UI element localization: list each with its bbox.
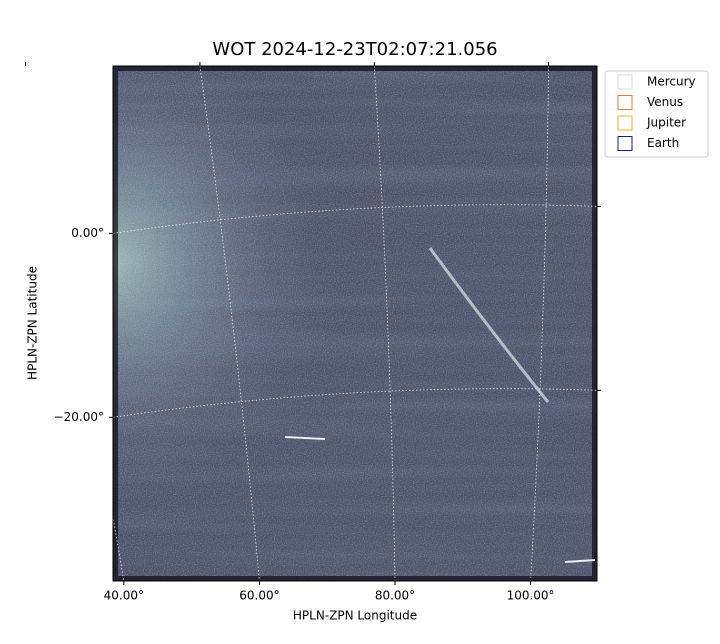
x-tick-label: 80.00° [375, 589, 415, 603]
image [113, 66, 597, 581]
y-axis-label: HPLN-ZPN Latitude [26, 266, 40, 380]
legend-label: Jupiter [646, 116, 686, 130]
plot-frame [112, 65, 598, 582]
y-tick-label: 0.00° [71, 226, 104, 240]
legend-label: Earth [647, 136, 679, 150]
grid-line [530, 66, 550, 581]
legend-frame [604, 70, 709, 158]
legend-swatch [617, 115, 633, 131]
grid-line [113, 515, 125, 581]
short-streak [564, 559, 596, 563]
image-noise [113, 66, 597, 581]
legend-swatch [617, 136, 633, 151]
legend: Mercury Venus Jupiter Earth [604, 70, 709, 158]
legend-swatch [617, 74, 633, 90]
chart-title: WOT 2024-12-23T02:07:21.056 [212, 39, 497, 60]
grid-line [199, 66, 260, 581]
legend-label: Venus [647, 95, 683, 109]
legend-swatch [617, 95, 633, 110]
legend-label: Mercury [647, 75, 696, 89]
grid-line [113, 388, 597, 418]
grid [113, 66, 597, 581]
grid-line [113, 204, 597, 234]
x-tick-label: 60.00° [239, 589, 279, 603]
streak [428, 247, 550, 403]
x-axis-label: HPLN-ZPN Longitude [293, 609, 417, 623]
y-tick-label: −20.00° [54, 410, 104, 424]
grid-line [373, 66, 396, 581]
x-tick-label: 40.00° [104, 589, 144, 603]
x-tick-label: 100.00° [507, 589, 555, 603]
short-streak [284, 436, 326, 440]
